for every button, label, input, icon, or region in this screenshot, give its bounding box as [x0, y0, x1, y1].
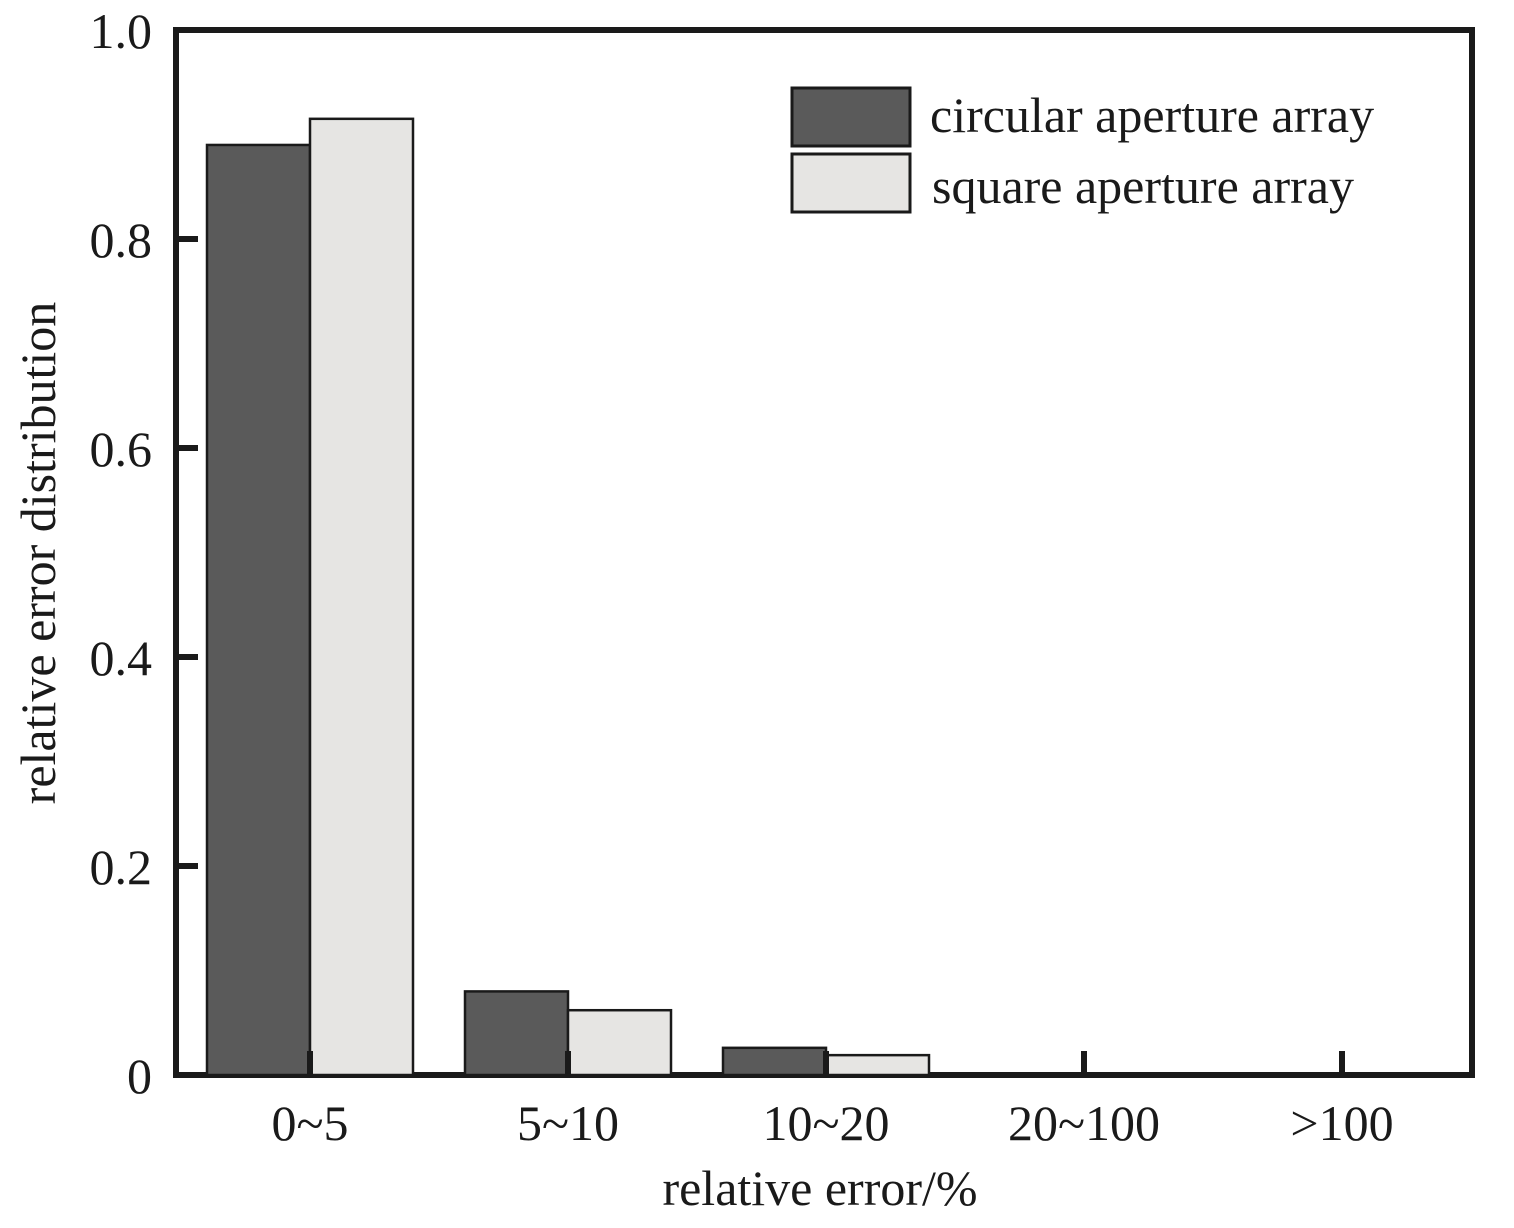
x-axis-label: relative error/% [662, 1160, 977, 1216]
legend-swatch-square [790, 152, 912, 214]
x-tick-label: 20~100 [1008, 1095, 1160, 1151]
bar-series2-5~10 [566, 1008, 673, 1077]
y-tick-label: 0 [127, 1048, 152, 1104]
y-tick-label: 1.0 [90, 3, 153, 59]
x-tick-label: 5~10 [517, 1095, 619, 1151]
bars-group [205, 117, 931, 1077]
y-tick-label: 0.8 [90, 212, 153, 268]
y-axis: 0 0.2 0.4 0.6 0.8 1.0 [90, 3, 198, 1104]
x-axis: 0~5 5~10 10~20 20~100 >100 [271, 1051, 1394, 1151]
x-tick-label: >100 [1290, 1095, 1393, 1151]
y-axis-label: relative error distribution [10, 302, 66, 805]
legend: circular aperture array square aperture … [790, 86, 1374, 214]
bar-series2-10~20 [824, 1053, 931, 1077]
legend-swatch-circular [790, 86, 912, 148]
bar-series1-10~20 [721, 1046, 828, 1077]
x-tick-label: 0~5 [271, 1095, 348, 1151]
y-tick-label: 0.6 [90, 421, 153, 477]
legend-label-circular: circular aperture array [930, 87, 1374, 143]
bar-series2-0~5 [308, 117, 415, 1077]
bar-series1-0~5 [205, 143, 312, 1077]
bar-series1-5~10 [463, 990, 570, 1077]
x-tick-label: 10~20 [762, 1095, 889, 1151]
legend-label-square: square aperture array [932, 158, 1354, 214]
y-tick-label: 0.2 [90, 839, 153, 895]
y-tick-label: 0.4 [90, 630, 153, 686]
